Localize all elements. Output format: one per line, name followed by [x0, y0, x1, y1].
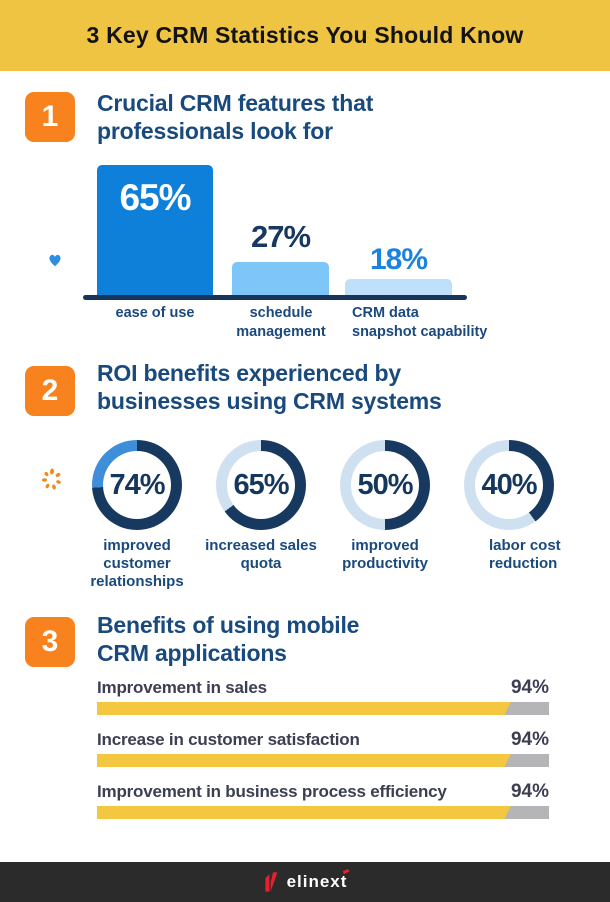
section-number: 3 — [41, 625, 59, 658]
section-3-title: Benefits of using mobile CRM application… — [97, 611, 359, 667]
elinext-logo: elinext — [287, 868, 350, 892]
section-3-title-line2: CRM applications — [97, 640, 287, 666]
donut-category-label: labor cost reduction — [489, 537, 561, 572]
bar-value-label: 18% — [369, 243, 428, 276]
progress-fill — [97, 702, 511, 715]
progress-bar-improvement-in-sales — [97, 702, 549, 715]
progress-value: 94% — [510, 677, 549, 698]
elinext-logo-mark-icon — [264, 872, 277, 892]
donut-category-label: increased sales quota — [205, 537, 317, 572]
bar-value-label: 65% — [119, 177, 191, 218]
bar-chart-crm-features: 65% — [0, 165, 610, 295]
donut-increased-sales-quota: 65% — [216, 440, 306, 530]
section-number: 2 — [41, 374, 59, 407]
progress-fill — [97, 754, 511, 767]
donut-value-label: 50% — [357, 468, 413, 501]
section-1-title: Crucial CRM features that professionals … — [97, 89, 373, 145]
section-1-title-line2: professionals look for — [97, 118, 333, 144]
section-3-number-badge: 3 — [25, 617, 75, 667]
heart-icon — [49, 254, 61, 267]
progress-value: 94% — [510, 781, 549, 802]
donut-improved-customer-relationships: 74% — [92, 440, 182, 530]
donut-value-label: 40% — [481, 468, 537, 501]
progress-label-customer-satisfaction: Increase in customer satisfaction — [97, 730, 360, 749]
donut-category-label: improved productivity — [342, 537, 428, 572]
section-2-title: ROI benefits experienced by businesses u… — [97, 359, 442, 415]
progress-bar-customer-satisfaction — [97, 754, 549, 767]
bar-schedule-management — [232, 262, 329, 295]
page-title: 3 Key CRM Statistics You Should Know — [86, 22, 524, 48]
section-number: 1 — [41, 100, 59, 133]
bar-value-label: 27% — [250, 219, 311, 254]
bar-category-label: schedule management — [236, 305, 326, 340]
section-2-title-line1: ROI benefits experienced by — [97, 360, 401, 386]
section-3-title-line1: Benefits of using mobile — [97, 612, 360, 638]
progress-fill — [97, 806, 511, 819]
donut-category-label: improved customer relationships — [90, 537, 184, 590]
progress-bar-business-process-efficiency — [97, 806, 549, 819]
header-banner: 3 Key CRM Statistics You Should Know — [0, 0, 610, 71]
donut-improved-productivity: 50% — [340, 440, 430, 530]
section-2-number-badge: 2 — [25, 366, 75, 416]
donut-value-label: 65% — [233, 468, 289, 501]
bar-ease-of-use: 65% — [97, 165, 213, 295]
section-1-number-badge: 1 — [25, 92, 75, 142]
section-2-title-line2: businesses using CRM systems — [97, 388, 442, 414]
section-1-title-line1: Crucial CRM features that — [97, 90, 374, 116]
bar-category-label: ease of use — [115, 305, 195, 321]
chart-axis-baseline — [83, 295, 467, 300]
donut-labor-cost-reduction: 40% — [464, 440, 554, 530]
progress-label-improvement-in-sales: Improvement in sales — [97, 678, 267, 697]
progress-value: 94% — [510, 729, 549, 750]
bar-category-label: CRM data snapshot capability — [352, 305, 488, 340]
donut-value-label: 74% — [109, 468, 165, 501]
progress-label-business-process-efficiency: Improvement in business process efficien… — [97, 782, 447, 801]
sparkle-icon — [41, 468, 61, 490]
footer-bar: elinext — [0, 862, 610, 902]
bar-crm-data-snapshot — [345, 279, 452, 295]
